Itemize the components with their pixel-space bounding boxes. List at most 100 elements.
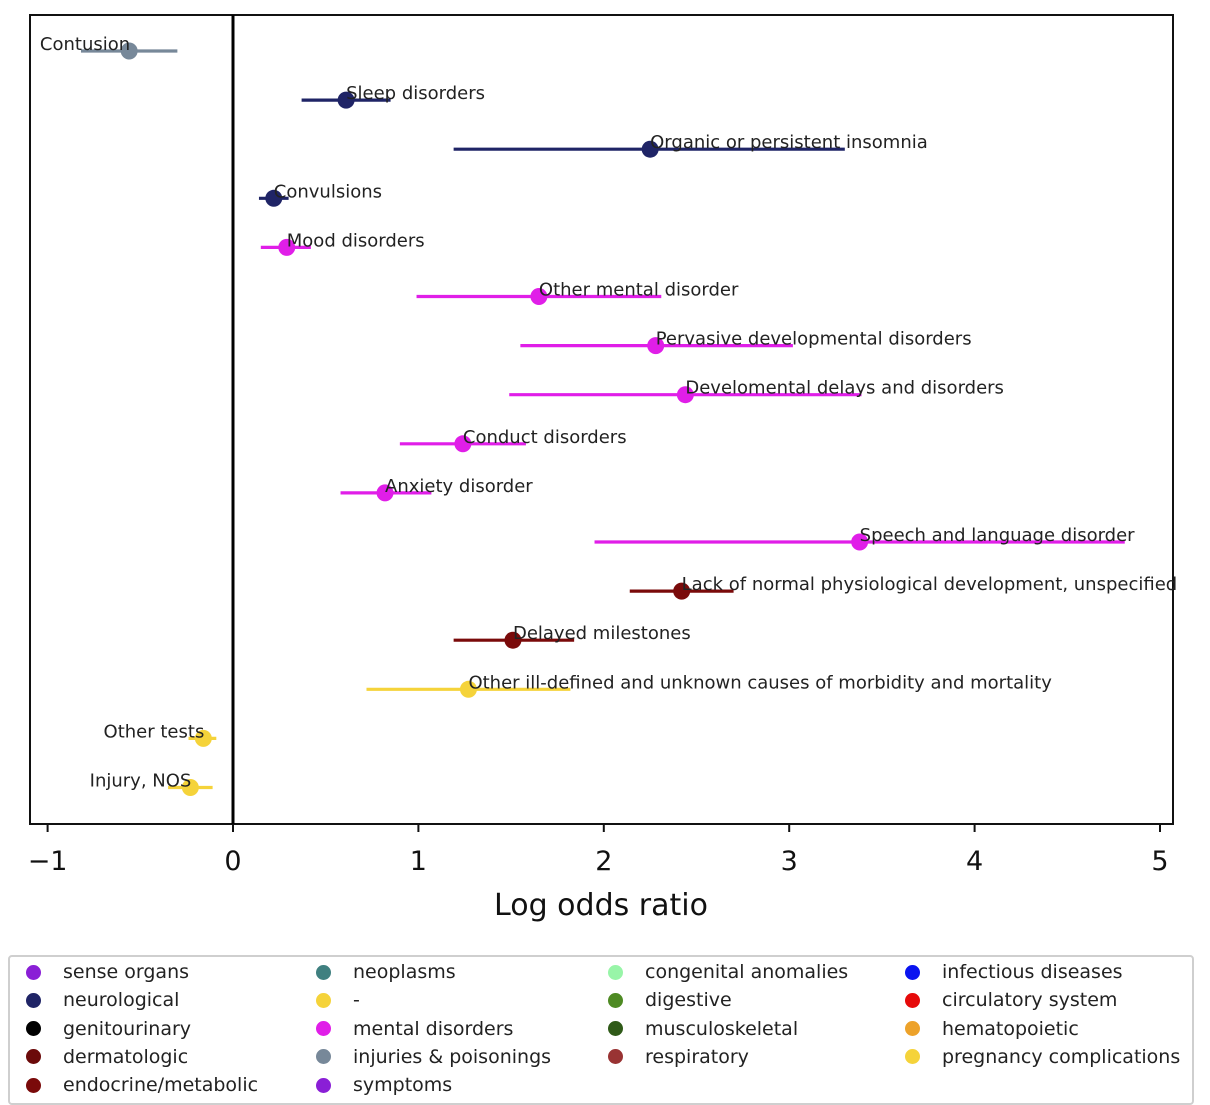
x-tick-label: 0 bbox=[224, 846, 241, 877]
point-label: Speech and language disorder bbox=[860, 525, 1136, 546]
legend-label: symptoms bbox=[353, 1074, 453, 1097]
point-label: Pervasive developmental disorders bbox=[656, 329, 972, 350]
point-label: Other ill-defined and unknown causes of … bbox=[468, 672, 1052, 693]
legend-label: sense organs bbox=[63, 961, 190, 983]
data-point-convulsions: Convulsions bbox=[258, 181, 382, 207]
data-point-speech-and-language-disorder: Speech and language disorder bbox=[594, 525, 1136, 551]
data-point-lack-of-normal-physiological-development-unspecified: Lack of normal physiological development… bbox=[629, 574, 1178, 600]
legend-item: dermatologic bbox=[26, 1045, 188, 1069]
point-estimate bbox=[459, 680, 477, 698]
data-point-pervasive-developmental-disorders: Pervasive developmental disorders bbox=[520, 329, 972, 355]
legend-marker bbox=[608, 1021, 623, 1037]
point-estimate bbox=[530, 288, 548, 305]
data-point-other-mental-disorder: Other mental disorder bbox=[416, 280, 739, 305]
legend-marker bbox=[26, 1049, 41, 1065]
legend-item: congenital anomalies bbox=[608, 960, 848, 984]
legend-label: genitourinary bbox=[63, 1017, 192, 1040]
data-point-other-ill-defined-and-unknown-causes-of-morbidity-and-mortality: Other ill-defined and unknown causes of … bbox=[366, 672, 1052, 698]
point-label: Convulsions bbox=[274, 181, 382, 202]
legend-marker bbox=[26, 1077, 41, 1093]
legend-marker bbox=[905, 964, 920, 980]
point-estimate bbox=[454, 435, 472, 453]
point-label: Lack of normal physiological development… bbox=[682, 574, 1178, 595]
point-estimate bbox=[181, 779, 199, 796]
legend-item: respiratory bbox=[608, 1045, 749, 1069]
forest-plot: Contusion Sleep disorders Organic or persi… bbox=[28, 14, 1178, 923]
legend-marker bbox=[316, 964, 331, 980]
legend-label: respiratory bbox=[645, 1045, 749, 1068]
point-label: Mood disorders bbox=[287, 230, 425, 251]
point-estimate bbox=[194, 729, 212, 747]
data-point-delayed-milestones: Delayed milestones bbox=[453, 623, 691, 649]
data-point-develomental-delays-and-disorders: Develomental delays and disorders bbox=[509, 378, 1004, 404]
legend-marker bbox=[26, 1021, 41, 1037]
legend-label: musculoskeletal bbox=[645, 1017, 799, 1040]
legend-label: neoplasms bbox=[353, 961, 456, 983]
legend-label: hematopoietic bbox=[942, 1017, 1079, 1040]
legend-item: mental disorders bbox=[316, 1017, 513, 1041]
legend-item: endocrine/metabolic bbox=[26, 1073, 258, 1097]
point-estimate bbox=[673, 582, 691, 600]
point-label: Delayed milestones bbox=[513, 623, 691, 644]
point-estimate bbox=[851, 533, 869, 551]
plot-area bbox=[29, 14, 1174, 825]
data-point-conduct-disorders: Conduct disorders bbox=[399, 427, 627, 453]
legend-item: neoplasms bbox=[316, 960, 456, 984]
legend-item: musculoskeletal bbox=[608, 1017, 798, 1041]
point-label: Injury, NOS bbox=[90, 771, 192, 792]
x-tick-label: 1 bbox=[410, 846, 427, 877]
point-estimate bbox=[647, 337, 665, 355]
legend-marker bbox=[26, 992, 41, 1008]
point-label: Develomental delays and disorders bbox=[685, 378, 1004, 399]
legend-item: genitourinary bbox=[26, 1017, 191, 1041]
point-estimate bbox=[337, 91, 355, 109]
point-label: Other tests bbox=[104, 721, 205, 742]
legend-label: endocrine/metabolic bbox=[63, 1074, 259, 1097]
legend-item: infectious diseases bbox=[905, 960, 1123, 984]
legend-label: circulatory system bbox=[942, 989, 1118, 1012]
point-estimate bbox=[504, 631, 522, 649]
legend-label: - bbox=[353, 989, 360, 1012]
legend-item: - bbox=[316, 988, 360, 1012]
legend-item: digestive bbox=[608, 988, 732, 1012]
legend-marker bbox=[905, 1049, 920, 1065]
data-point-contusion: Contusion bbox=[40, 34, 178, 60]
data-point-mood-disorders: Mood disorders bbox=[260, 230, 425, 256]
legend-marker bbox=[608, 964, 623, 980]
legend-label: neurological bbox=[63, 989, 180, 1012]
data-point-anxiety-disorder: Anxiety disorder bbox=[340, 476, 533, 502]
legend: sense organs neurological genitourinary der… bbox=[8, 955, 1194, 1105]
point-label: Sleep disorders bbox=[346, 83, 485, 104]
legend-marker bbox=[608, 1049, 623, 1065]
legend-marker bbox=[316, 992, 331, 1008]
point-estimate bbox=[120, 42, 138, 60]
legend-marker bbox=[26, 964, 41, 980]
legend-label: mental disorders bbox=[353, 1017, 514, 1040]
legend-item: neurological bbox=[26, 988, 179, 1012]
legend-label: dermatologic bbox=[63, 1045, 189, 1068]
point-estimate bbox=[641, 140, 659, 158]
legend-label: injuries & poisonings bbox=[353, 1045, 552, 1068]
x-tick-label: 4 bbox=[966, 846, 983, 877]
legend-item: symptoms bbox=[316, 1073, 452, 1097]
legend-item: sense organs bbox=[26, 960, 189, 984]
legend-item: circulatory system bbox=[905, 988, 1117, 1012]
data-point-sleep-disorders: Sleep disorders bbox=[301, 83, 485, 109]
legend-marker bbox=[905, 992, 920, 1008]
point-estimate bbox=[278, 238, 296, 256]
data-point-injury-nos: Injury, NOS bbox=[90, 771, 213, 796]
point-label: Contusion bbox=[40, 34, 130, 55]
legend-item: hematopoietic bbox=[905, 1017, 1079, 1041]
legend-marker bbox=[608, 992, 623, 1008]
legend-marker bbox=[316, 1021, 331, 1037]
point-estimate bbox=[376, 484, 394, 502]
x-axis-label: Log odds ratio bbox=[494, 888, 708, 923]
x-tick-label: 5 bbox=[1151, 846, 1168, 877]
point-label: Organic or persistent insomnia bbox=[650, 132, 928, 153]
legend-label: pregnancy complications bbox=[942, 1045, 1181, 1068]
point-label: Other mental disorder bbox=[539, 280, 739, 301]
legend-label: digestive bbox=[645, 989, 732, 1012]
x-tick-label: 3 bbox=[781, 846, 798, 877]
point-estimate bbox=[676, 386, 694, 404]
point-label: Conduct disorders bbox=[463, 427, 627, 448]
